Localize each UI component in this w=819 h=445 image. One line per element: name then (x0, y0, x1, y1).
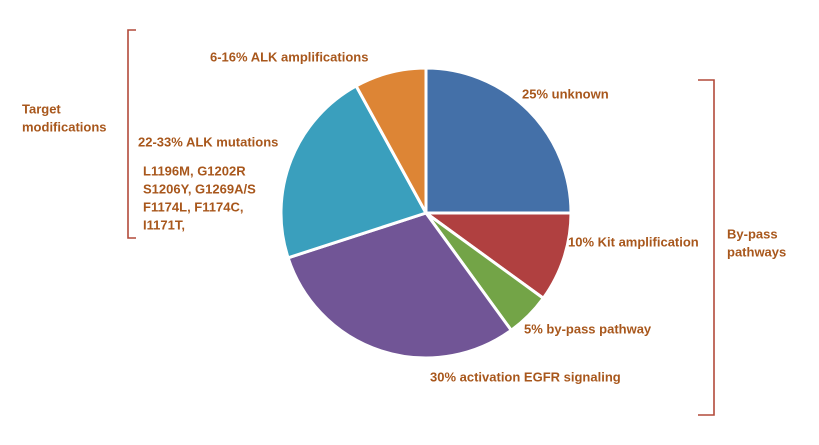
slice-label: 5% by-pass pathway (524, 321, 652, 336)
pie-slice (354, 66, 428, 214)
group-label: modifications (22, 119, 107, 134)
slice-label: 10% Kit amplification (568, 234, 699, 249)
mutation: S1206Y, G1269A/S (143, 181, 256, 196)
group-label: By-pass (727, 226, 778, 241)
pie-slice (424, 66, 573, 215)
mutation: I1171T, (143, 217, 185, 232)
group-label: pathways (727, 244, 786, 259)
mutation: F1174L, F1174C, (143, 199, 243, 214)
mutation: L1196M, G1202R (143, 163, 246, 178)
right-bracket (698, 79, 715, 416)
pie-slice (421, 211, 573, 301)
slice-label: 25% unknown (522, 86, 609, 101)
slice-label: 30% activation EGFR signaling (430, 369, 621, 384)
pie-slice (286, 211, 514, 360)
pie-slice (279, 83, 429, 260)
slice-label: 6-16% ALK amplifications (210, 49, 368, 64)
slice-label: 22-33% ALK mutations (138, 134, 278, 149)
left-bracket (127, 29, 136, 239)
group-label: Target (22, 101, 61, 116)
